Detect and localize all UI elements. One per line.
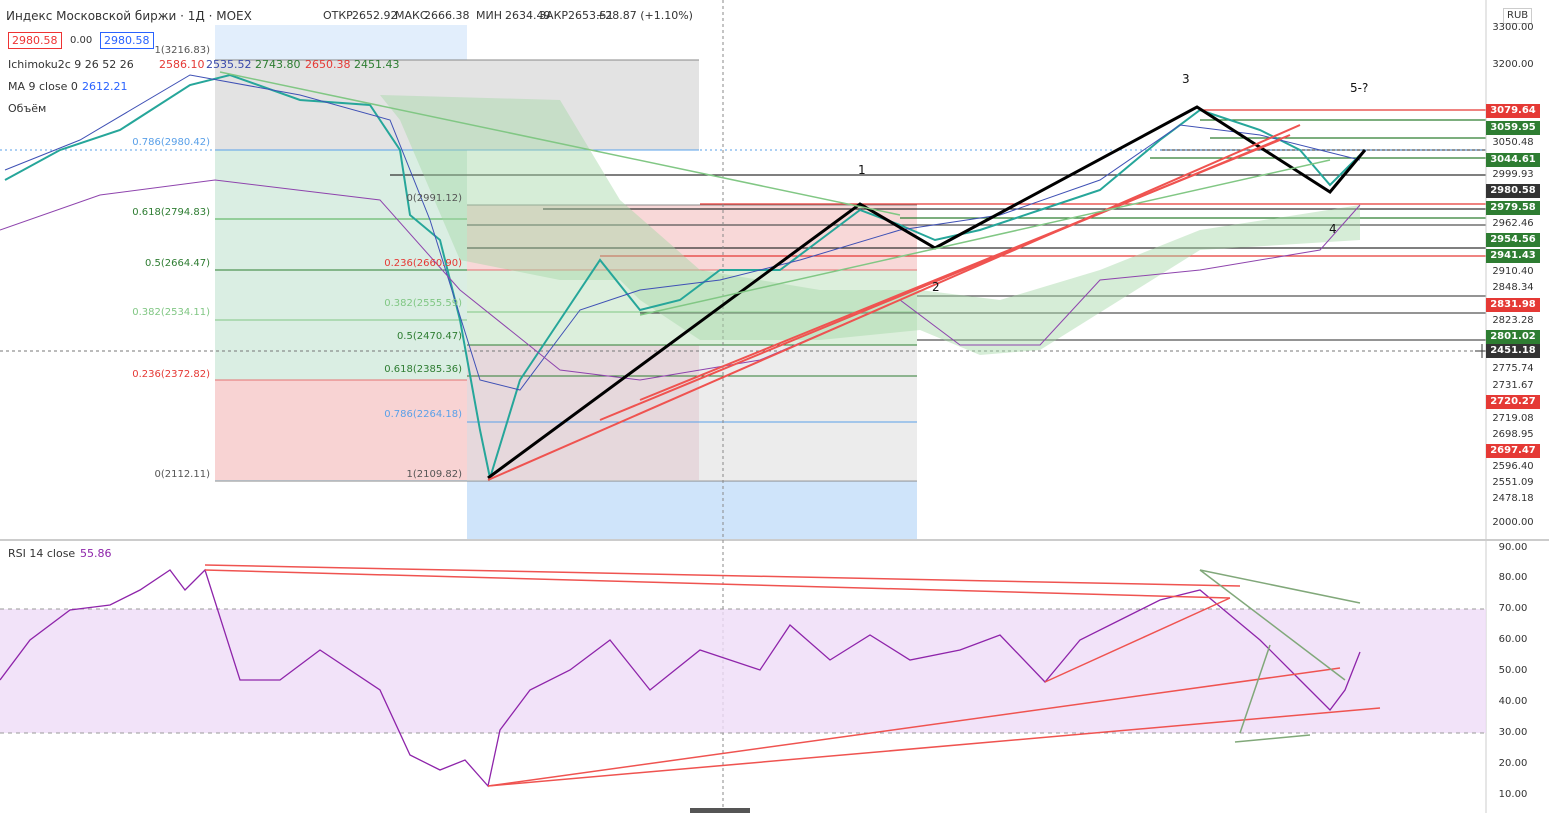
fib-label: 0.618(2385.36) [384, 364, 462, 375]
wave-label: 1 [858, 163, 866, 177]
fib-label: 0.5(2470.47) [396, 331, 462, 342]
legend-name: Ichimoku2c 9 26 52 26 [8, 58, 134, 71]
legend-name: Объём [8, 102, 47, 115]
wave-label: 2 [932, 280, 940, 294]
ohlc-label: ЗАКР [539, 9, 569, 22]
rsi-axis-label: 70.00 [1498, 603, 1528, 614]
legend-value: 2535.52 [206, 58, 252, 71]
rsi-axis-label: 10.00 [1498, 789, 1528, 800]
spread: 0.00 [70, 35, 93, 46]
fib-label: 0.382(2555.59) [384, 298, 462, 309]
price-axis-label: 2954.56 [1486, 233, 1540, 247]
legend-value: 2612.21 [82, 80, 128, 93]
ohlc-value: 2634.49 [505, 9, 551, 22]
price-axis-label: 2731.67 [1492, 380, 1534, 391]
fib-label: 0.618(2794.83) [132, 207, 210, 218]
wave-label: 4 [1329, 222, 1337, 236]
price-axis-label: 2451.18 [1486, 344, 1540, 358]
fib-label: 0.236(2372.82) [132, 369, 210, 380]
fib-label: 1(2109.82) [406, 469, 462, 480]
rsi-axis-label: 20.00 [1498, 758, 1528, 769]
legend-value: 2451.43 [354, 58, 400, 71]
price-axis-label: 2848.34 [1492, 282, 1534, 293]
price-axis-label: 3200.00 [1492, 59, 1534, 70]
ask-box[interactable]: 2980.58 [100, 32, 154, 49]
rsi-axis-label: 80.00 [1498, 572, 1528, 583]
price-axis-label: 2962.46 [1492, 218, 1534, 229]
fib-label: 0.236(2660.90) [384, 258, 462, 269]
rsi-value: 55.86 [80, 547, 112, 560]
fib-label: 1(3216.83) [154, 45, 210, 56]
rsi-axis-label: 60.00 [1498, 634, 1528, 645]
legend-value: 2743.80 [255, 58, 301, 71]
price-axis-label: 2719.08 [1492, 413, 1534, 424]
price-axis-label: 2596.40 [1492, 461, 1534, 472]
price-axis-label: 2979.58 [1486, 201, 1540, 215]
price-axis-label: 3059.95 [1486, 121, 1540, 135]
price-axis-label: 3050.48 [1492, 137, 1534, 148]
price-axis-label: 2000.00 [1492, 517, 1534, 528]
rsi-axis-label: 40.00 [1498, 696, 1528, 707]
ohlc-label: МИН [476, 9, 502, 22]
price-axis-label: 2551.09 [1492, 477, 1534, 488]
ohlc-value: 2653.51 [568, 9, 614, 22]
price-axis-label: 2698.95 [1492, 429, 1534, 440]
price-axis-label: 3044.61 [1486, 153, 1540, 167]
ohlc-value: 2666.38 [424, 9, 470, 22]
legend-value: 2650.38 [305, 58, 351, 71]
bid-box[interactable]: 2980.58 [8, 32, 62, 49]
wave-label: 3 [1182, 72, 1190, 86]
price-axis-label: 2801.02 [1486, 330, 1540, 344]
legend-name: MA 9 close 0 [8, 80, 78, 93]
price-axis-label: 2831.98 [1486, 298, 1540, 312]
change: +28.87 (+1.10%) [596, 9, 693, 22]
rsi-axis-label: 30.00 [1498, 727, 1528, 738]
chart-title: Индекс Московской биржи · 1Д · MOEX [6, 9, 252, 23]
fib-label: 0.786(2980.42) [132, 137, 210, 148]
rsi-axis-label: 90.00 [1498, 542, 1528, 553]
currency[interactable]: RUB [1503, 8, 1533, 24]
ohlc-value: 2652.92 [352, 9, 398, 22]
price-axis-label: 2980.58 [1486, 184, 1540, 198]
price-axis-label: 2823.28 [1492, 315, 1534, 326]
price-axis-label: 2775.74 [1492, 363, 1534, 374]
ohlc-label: ОТКР [323, 9, 353, 22]
price-axis-label: 2697.47 [1486, 444, 1540, 458]
fib-label: 0(2991.12) [406, 193, 462, 204]
price-axis-label: 2941.43 [1486, 249, 1540, 263]
price-axis-label: 2478.18 [1492, 493, 1534, 504]
fib-label: 0.5(2664.47) [144, 258, 210, 269]
ohlc-label: МАКС [395, 9, 428, 22]
rsi-axis-label: 50.00 [1498, 665, 1528, 676]
price-axis-label: 2999.93 [1492, 169, 1534, 180]
fib-label: 0(2112.11) [154, 469, 210, 480]
legend-value: 2586.10 [159, 58, 205, 71]
price-axis-label: 2720.27 [1486, 395, 1540, 409]
fib-label: 0.382(2534.11) [132, 307, 210, 318]
fib-label: 0.786(2264.18) [384, 409, 462, 420]
price-axis-label: 3079.64 [1486, 104, 1540, 118]
rsi-name: RSI 14 close [8, 547, 76, 560]
price-axis-label: 3300.00 [1492, 22, 1534, 33]
wave-label: 5-? [1350, 81, 1369, 95]
price-axis-label: 2910.40 [1492, 266, 1534, 277]
